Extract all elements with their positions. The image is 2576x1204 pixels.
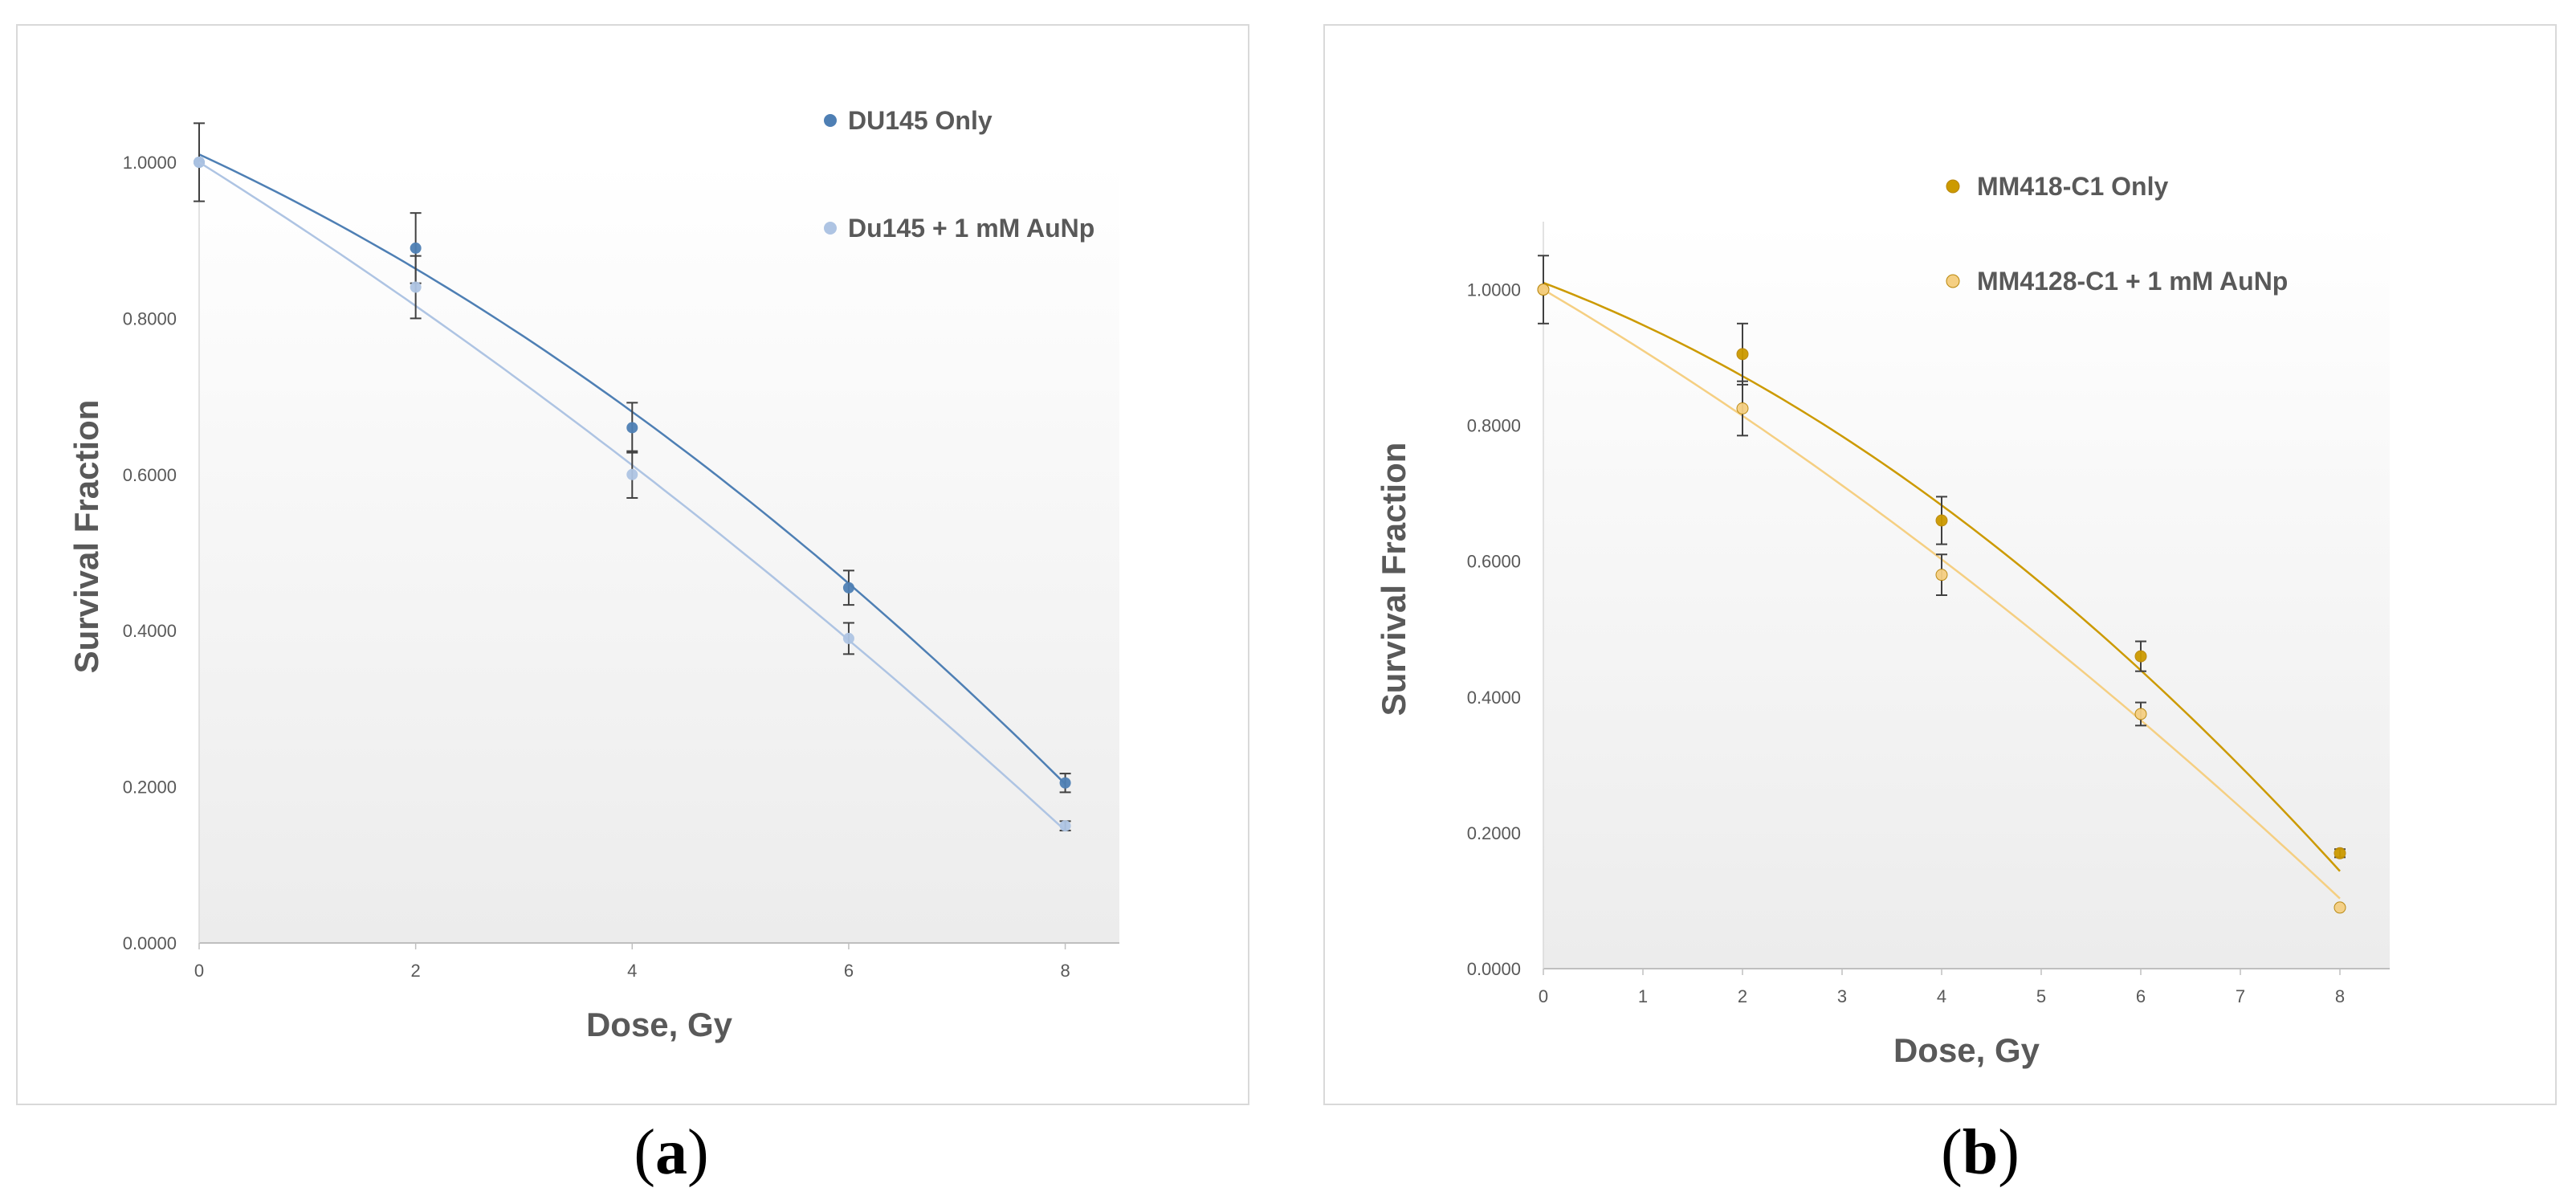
caption-a-label: a [655,1117,687,1188]
data-point [2134,708,2147,720]
data-point [1935,514,1948,527]
data-point [842,632,854,644]
x-tick-label: 4 [1937,986,1946,1006]
legend-label-2: MM4128-C1 + 1 mM AuNp [1977,267,2288,296]
y-tick-label: 0.8000 [123,308,177,329]
legend-marker-2 [824,222,837,235]
y-tick-label: 1.0000 [123,153,177,173]
data-point [410,281,422,293]
y-tick-label: 0.8000 [1467,416,1521,436]
legend-label-2: Du145 + 1 mM AuNp [848,214,1094,243]
caption-b: (b) [1941,1117,2020,1188]
x-tick-label: 5 [2036,986,2046,1006]
data-point [1059,820,1071,832]
x-axis-title: Dose, Gy [586,1006,733,1043]
caption-b-label: b [1962,1117,1999,1188]
chart-panel-b: 0.0000 0.2000 0.4000 0.6000 0.8000 1.0000 0 1 2 3… [1323,24,2557,1105]
legend-label-1: MM418-C1 Only [1977,172,2168,201]
y-axis-title: Survival Fraction [67,400,105,674]
plot-area [199,162,1119,943]
x-tick-label: 7 [2236,986,2245,1006]
y-tick-label: 0.6000 [123,465,177,485]
data-point [1059,777,1071,789]
legend-marker-1 [824,114,837,127]
legend-marker-1 [1946,179,1960,194]
x-tick-label: 2 [411,961,421,981]
data-point [1736,402,1749,414]
x-tick-label: 4 [627,961,637,981]
x-tick-label: 1 [1638,986,1648,1006]
data-point [2333,847,2346,859]
data-point [410,242,422,254]
data-point [1935,569,1948,582]
data-point [2333,901,2346,914]
data-point [2134,650,2147,663]
data-point [842,582,854,594]
y-tick-label: 0.2000 [1467,823,1521,843]
x-axis-title: Dose, Gy [1893,1031,2040,1069]
chart-b-svg: 0.0000 0.2000 0.4000 0.6000 0.8000 1.0000 0 1 2 3… [1375,172,2390,1069]
chart-panel-a: 0.0000 0.2000 0.4000 0.6000 0.8000 1.0000 0 2 4 6… [16,24,1249,1105]
data-point [626,422,638,434]
x-tick-label: 8 [2335,986,2345,1006]
x-tick-label: 6 [2136,986,2146,1006]
data-point [194,157,205,168]
y-tick-label: 1.0000 [1467,280,1521,300]
plot-area [1543,222,2390,969]
chart-a-svg: 0.0000 0.2000 0.4000 0.6000 0.8000 1.0000 0 2 4 6… [67,106,1119,1043]
y-tick-label: 0.0000 [123,933,177,953]
x-tick-label: 0 [194,961,204,981]
y-tick-label: 0.4000 [1467,688,1521,708]
y-tick-label: 0.6000 [1467,552,1521,572]
x-tick-label: 2 [1738,986,1747,1006]
y-axis-title: Survival Fraction [1375,443,1412,716]
y-tick-label: 0.0000 [1467,959,1521,979]
legend-label-1: DU145 Only [848,106,992,135]
caption-a: (a) [634,1117,709,1188]
data-point [626,468,638,480]
x-tick-label: 3 [1837,986,1847,1006]
x-tick-label: 8 [1060,961,1070,981]
x-tick-label: 0 [1539,986,1548,1006]
legend-marker-2 [1946,274,1960,288]
data-point [1736,348,1749,361]
y-tick-label: 0.2000 [123,777,177,798]
data-point [1537,284,1550,296]
x-tick-label: 6 [844,961,854,981]
y-tick-label: 0.4000 [123,621,177,641]
